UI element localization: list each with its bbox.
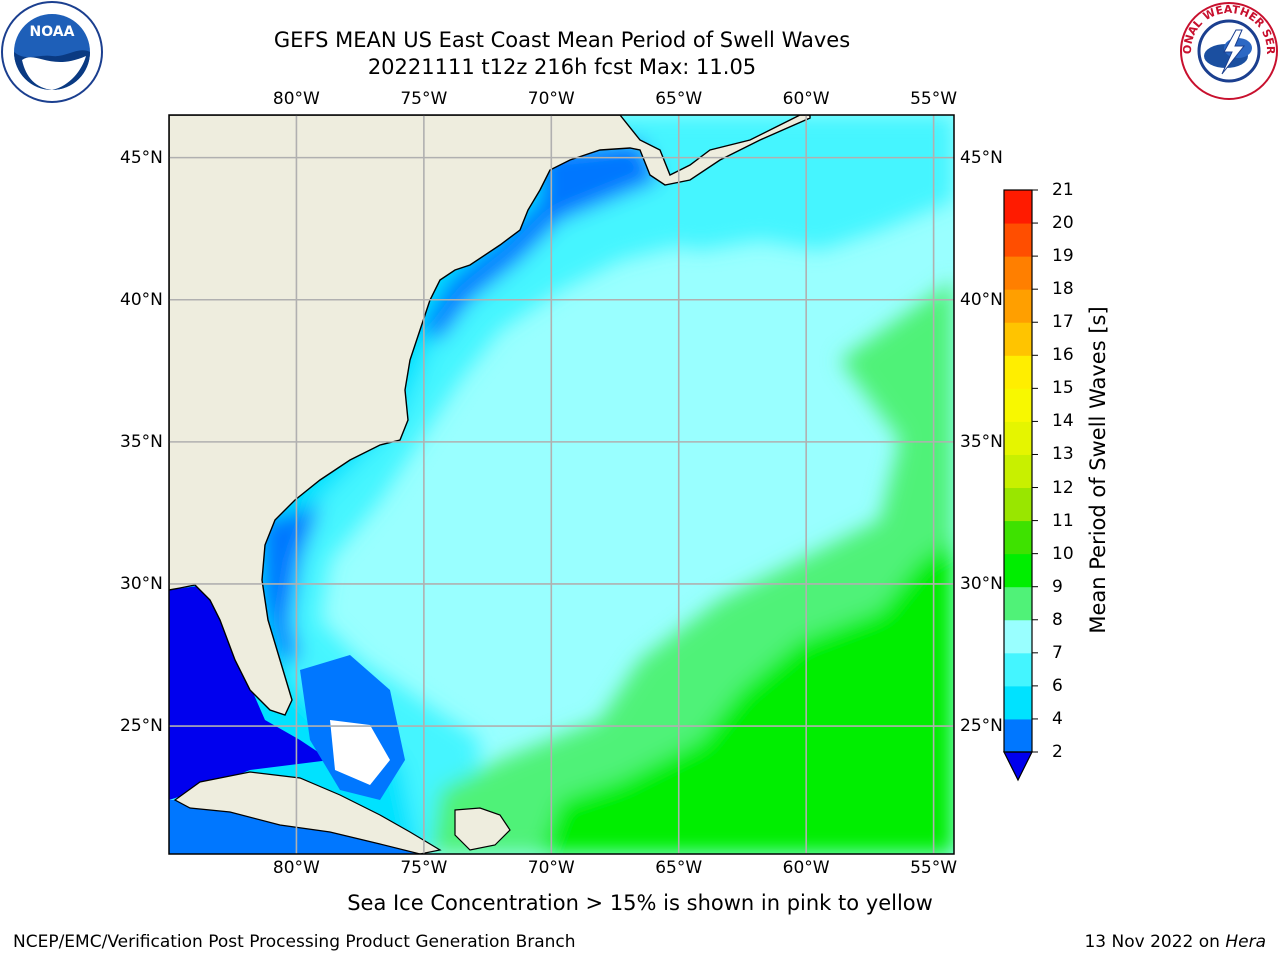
bahamas-mask — [330, 720, 390, 785]
colorbar-tick-label: 12 — [1052, 477, 1074, 498]
colorbar-segment — [1004, 322, 1032, 356]
field-2-4s-coast — [420, 140, 660, 340]
lat-lon-grid — [169, 115, 954, 854]
lon-label-top: 80°W — [272, 89, 320, 109]
colorbar-segment — [1004, 718, 1032, 753]
field-below-2s-gulf — [169, 585, 330, 800]
colorbar-tick-label: 17 — [1052, 312, 1074, 333]
chart-subtitle: 20221111 t12z 216h fcst Max: 11.05 — [367, 55, 757, 79]
colorbar-tick-label: 9 — [1052, 576, 1063, 597]
map-frame — [168, 114, 955, 855]
colorbar-segment — [1004, 190, 1032, 224]
field-6-7s-north — [600, 115, 954, 250]
lon-label-bottom: 75°W — [400, 858, 448, 878]
lat-label-left: 40°N — [120, 289, 163, 310]
lon-label-bottom: 80°W — [272, 858, 320, 878]
colorbar-tick-label: 15 — [1052, 378, 1074, 399]
colorbar-segment — [1004, 454, 1032, 489]
footer-date-text: 13 Nov 2022 on — [1084, 932, 1226, 952]
footer-credit: NCEP/EMC/Verification Post Processing Pr… — [13, 932, 576, 952]
colorbar-tick-label: 14 — [1052, 411, 1074, 432]
field-10-11s-southeast — [540, 540, 954, 854]
lon-label-bottom: 65°W — [655, 858, 703, 878]
sea-ice-note: Sea Ice Concentration > 15% is shown in … — [347, 891, 933, 915]
footer-date: 13 Nov 2022 on Hera — [1084, 932, 1266, 952]
colorbar-tick-label: 13 — [1052, 444, 1074, 465]
colorbar-segment — [1004, 487, 1032, 522]
cuba-land — [173, 771, 442, 854]
lon-label-top: 70°W — [527, 89, 575, 109]
colorbar-tick-label: 2 — [1052, 742, 1063, 762]
lat-label-right: 25°N — [960, 716, 1003, 737]
lon-label-bottom: 55°W — [910, 858, 958, 878]
lat-label-right: 35°N — [960, 431, 1003, 452]
colorbar-segment — [1004, 289, 1032, 323]
colorbar-segment — [1004, 223, 1032, 257]
lat-label-left: 35°N — [120, 431, 163, 452]
colorbar-tick-label: 8 — [1052, 609, 1063, 630]
colorbar-under-triangle — [1003, 751, 1033, 782]
lon-label-top: 65°W — [655, 89, 703, 109]
colorbar-segment — [1004, 619, 1032, 654]
us-land — [169, 115, 811, 716]
lat-label-right: 30°N — [960, 573, 1003, 594]
lon-label-bottom: 70°W — [527, 858, 575, 878]
lon-label-top: 55°W — [910, 89, 958, 109]
noaa-logo: NOAA — [1, 1, 103, 103]
colorbar-tick-label: 19 — [1052, 246, 1074, 267]
hispaniola-land — [454, 807, 511, 851]
lon-label-top: 75°W — [400, 89, 448, 109]
lat-label-right: 40°N — [960, 289, 1003, 310]
colorbar-segment — [1004, 553, 1032, 588]
colorbar-segment — [1004, 256, 1032, 290]
map-area — [169, 115, 954, 854]
chart-title: GEFS MEAN US East Coast Mean Period of S… — [273, 28, 851, 52]
colorbar-segment — [1004, 355, 1032, 389]
colorbar-tick-label: 4 — [1052, 708, 1063, 729]
colorbar-segment — [1004, 520, 1032, 555]
lat-label-left: 45°N — [120, 147, 163, 168]
noaa-logo-text: NOAA — [30, 24, 75, 40]
lat-label-left: 25°N — [120, 716, 163, 737]
lon-label-bottom: 60°W — [782, 858, 830, 878]
colorbar-tick-label: 20 — [1052, 213, 1074, 234]
lat-label-left: 30°N — [120, 573, 163, 594]
footer-machine: Hera — [1225, 932, 1266, 952]
colorbar-tick-label: 11 — [1052, 510, 1074, 531]
colorbar-tick-label: 6 — [1052, 675, 1063, 696]
colorbar-tick-label: 7 — [1052, 642, 1063, 663]
colorbar-outline — [1003, 189, 1033, 753]
lon-label-top: 60°W — [782, 89, 830, 109]
field-2-4s-southeast-coast — [260, 505, 320, 660]
colorbar-segment — [1004, 388, 1032, 422]
colorbar-segment — [1004, 685, 1032, 720]
colorbar-tick-label: 18 — [1052, 279, 1074, 300]
lat-label-right: 45°N — [960, 147, 1003, 168]
colorbar-segment — [1004, 652, 1032, 687]
colorbar-tick-label: 21 — [1052, 180, 1074, 200]
colorbar-tick-label: 16 — [1052, 345, 1074, 366]
colorbar-segment — [1004, 421, 1032, 455]
colorbar — [1003, 189, 1038, 782]
colorbar-segment — [1004, 586, 1032, 621]
nws-logo: NATIONAL WEATHER SERVICE — [1178, 0, 1278, 100]
colorbar-tick-label: 10 — [1052, 543, 1074, 564]
